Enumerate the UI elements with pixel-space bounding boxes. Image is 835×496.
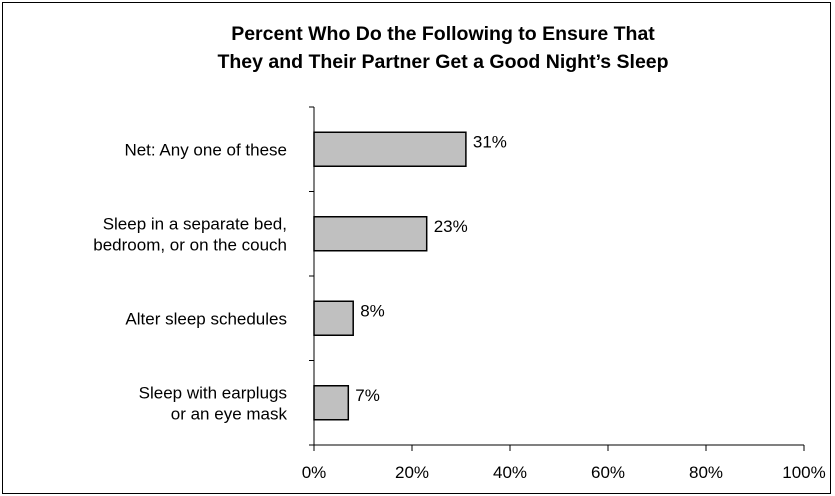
category-label: Net: Any one of these (124, 140, 287, 159)
data-label: 23% (434, 217, 468, 236)
x-tick-label: 60% (591, 463, 625, 482)
chart-title-line-1: Percent Who Do the Following to Ensure T… (231, 23, 655, 45)
x-tick-label: 20% (395, 463, 429, 482)
x-tick-label: 80% (689, 463, 723, 482)
category-label: Sleep with earplugs (139, 383, 287, 402)
bar (313, 131, 467, 167)
category-label: Alter sleep schedules (125, 309, 287, 328)
chart-title-line-2: They and Their Partner Get a Good Night’… (217, 51, 668, 73)
x-tick-label: 40% (493, 463, 527, 482)
data-label: 7% (355, 386, 380, 405)
plot-area: 0% 20% 40% 60% 80% 100% 31% Net: Any one of the… (93, 106, 826, 482)
category-label: or an eye mask (171, 404, 288, 423)
x-tick-label: 0% (302, 463, 327, 482)
data-label: 31% (473, 132, 507, 151)
bar (313, 216, 428, 252)
bar (313, 300, 354, 336)
data-label: 8% (360, 301, 385, 320)
bar (313, 385, 350, 421)
category-label: Sleep in a separate bed, (103, 214, 287, 233)
x-tick-label: 100% (782, 463, 825, 482)
category-label: bedroom, or on the couch (93, 235, 287, 254)
